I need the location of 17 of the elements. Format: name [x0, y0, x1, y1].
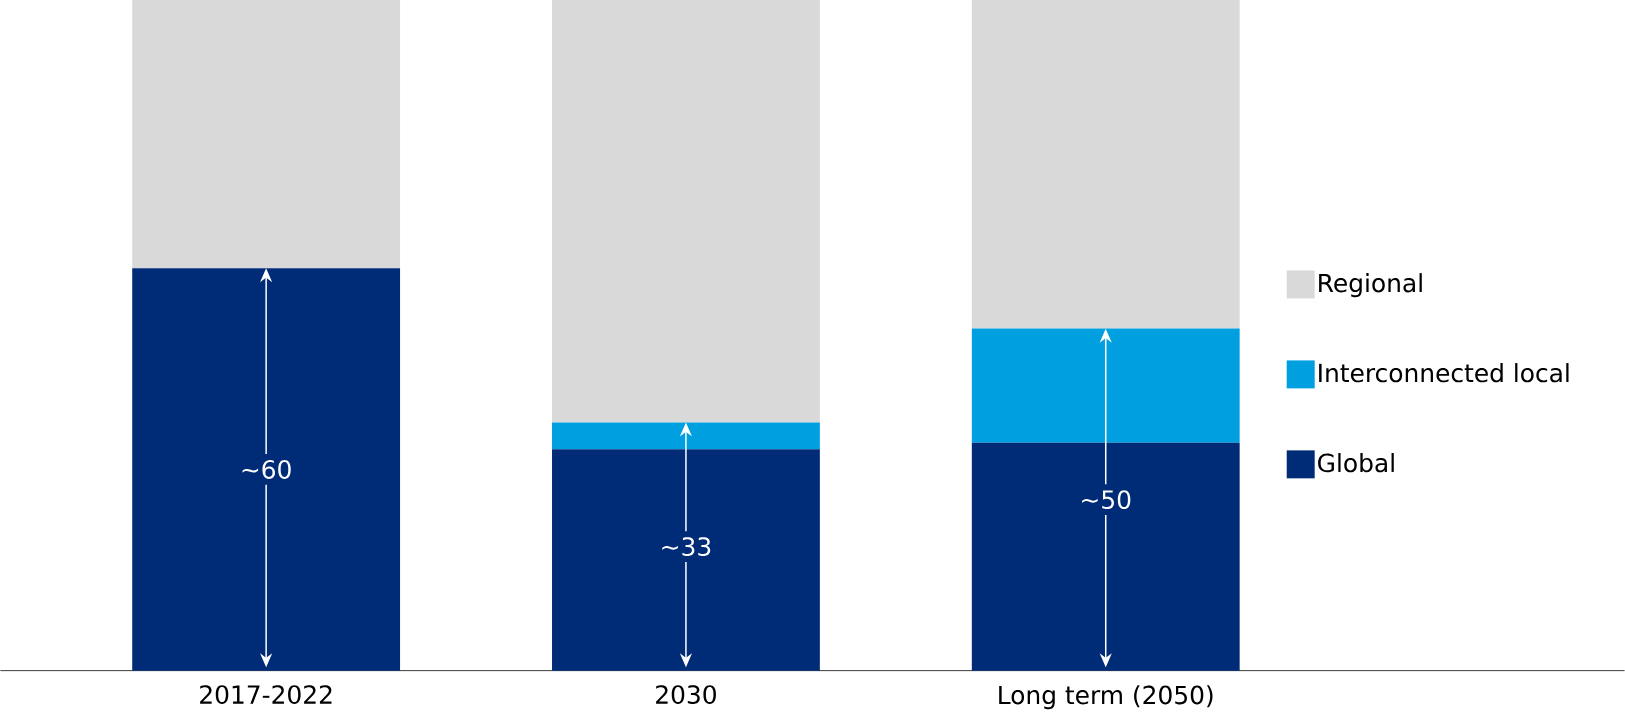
bar: [552, 422, 820, 450]
annotation: ~33: [662, 537, 711, 557]
annotation: ~50: [1082, 490, 1131, 510]
bar: [971, 442, 1240, 671]
bar: [971, 0, 1240, 329]
bar: [552, 0, 820, 423]
legend-label: Regional: [1319, 273, 1422, 298]
x-tick-label: 2030: [656, 685, 716, 705]
bar: [971, 328, 1240, 443]
bar: [132, 0, 401, 269]
x-tick-label: 2017-2022: [200, 685, 332, 705]
legend-label: Global: [1318, 453, 1394, 473]
legend-label: Interconnected local: [1319, 363, 1569, 383]
x-tick-label: Long term (2050): [999, 685, 1213, 710]
bar: [132, 268, 401, 671]
annotation: ~60: [242, 460, 291, 480]
bar: [552, 449, 820, 671]
